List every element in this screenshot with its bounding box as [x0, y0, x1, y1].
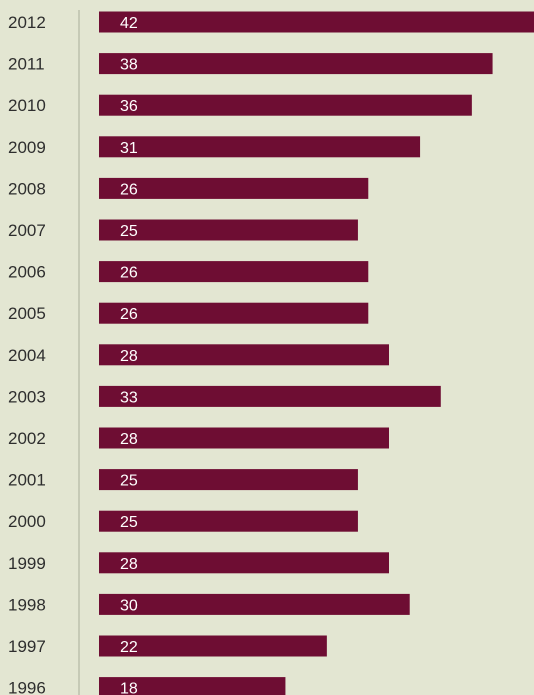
year-label: 2005: [8, 304, 46, 323]
bar-value-label: 26: [120, 181, 138, 198]
bar-value-label: 36: [120, 98, 138, 115]
bar-value-label: 28: [120, 431, 138, 448]
bar: [99, 261, 369, 283]
year-label: 2002: [8, 429, 46, 448]
year-label: 2004: [8, 346, 46, 365]
bar: [99, 177, 369, 199]
bar-value-label: 30: [120, 597, 138, 614]
year-label: 2012: [8, 13, 46, 32]
bar: [99, 94, 472, 116]
bar: [99, 219, 358, 241]
bar: [99, 302, 369, 324]
bar-value-label: 25: [120, 473, 138, 490]
bar-value-label: 18: [120, 681, 138, 695]
year-label: 1999: [8, 554, 46, 573]
bar-value-label: 25: [120, 223, 138, 240]
bar-value-label: 28: [120, 556, 138, 573]
bar-value-label: 26: [120, 265, 138, 282]
year-label: 1997: [8, 637, 46, 656]
year-label: 2010: [8, 96, 46, 115]
bars-group: 2012 42 2011 38 2010 36 2009 31 2008 26 2007 25 2006…: [8, 11, 534, 695]
year-label: 2000: [8, 512, 46, 531]
bar: [99, 385, 441, 407]
year-label: 2007: [8, 221, 46, 240]
bar-value-label: 38: [120, 57, 138, 74]
year-label: 2011: [8, 55, 45, 74]
bar-value-label: 28: [120, 348, 138, 365]
bar: [99, 469, 358, 491]
bar: [99, 552, 389, 574]
bar: [99, 677, 286, 695]
bar-value-label: 26: [120, 306, 138, 323]
bar-value-label: 33: [120, 389, 138, 406]
year-label: 2006: [8, 263, 46, 282]
bar: [99, 510, 358, 532]
bar-value-label: 22: [120, 639, 138, 656]
bar: [99, 344, 389, 366]
bar: [99, 593, 410, 615]
bar-value-label: 25: [120, 514, 138, 531]
year-label: 2008: [8, 179, 46, 198]
year-label: 2001: [8, 471, 46, 490]
bar: [99, 53, 493, 75]
year-label: 1996: [8, 679, 46, 695]
bar-value-label: 42: [120, 15, 138, 32]
bar: [99, 11, 534, 33]
bar: [99, 427, 389, 449]
year-label: 1998: [8, 595, 46, 614]
year-label: 2009: [8, 138, 46, 157]
bar: [99, 136, 421, 158]
bar-value-label: 31: [120, 140, 138, 157]
bar: [99, 635, 327, 657]
year-label: 2003: [8, 387, 46, 406]
